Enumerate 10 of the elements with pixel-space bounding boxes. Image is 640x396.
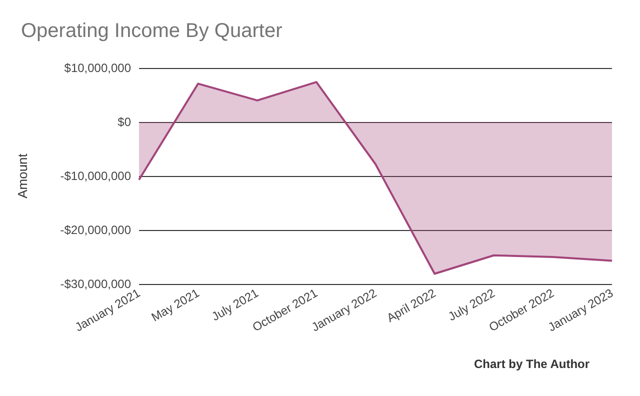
text: Chart by The Author xyxy=(474,357,590,371)
y-tick-label: $0 xyxy=(118,115,132,129)
y-axis-title: Amount xyxy=(15,153,30,198)
y-tick-label: $10,000,000 xyxy=(64,61,132,75)
chart-title: Operating Income By Quarter xyxy=(21,20,283,42)
x-tick-label: April 2022 xyxy=(384,286,438,326)
x-tick-label: May 2021 xyxy=(149,286,202,324)
y-tick-label: -$30,000,000 xyxy=(60,277,132,291)
y-tick-label: -$10,000,000 xyxy=(60,169,132,183)
y-tick-label: -$20,000,000 xyxy=(60,223,132,237)
